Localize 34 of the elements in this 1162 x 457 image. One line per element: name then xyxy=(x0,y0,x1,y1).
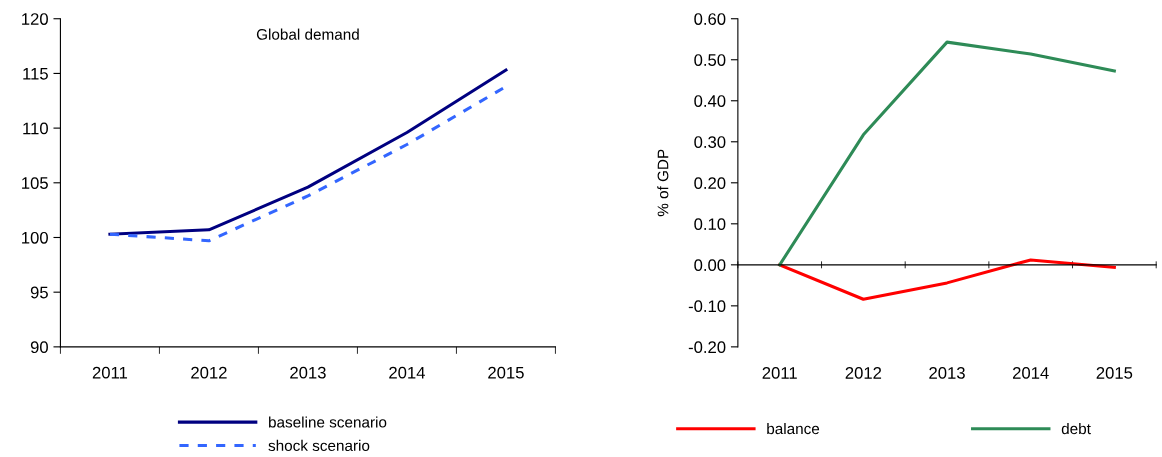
y-tick-label: 0.00 xyxy=(694,259,726,272)
y-tick-label: 100 xyxy=(22,231,48,244)
legend-label: debt xyxy=(1061,422,1091,435)
y-tick-label: 120 xyxy=(22,13,48,25)
y-tick-label: 0.40 xyxy=(694,95,726,107)
x-tick-label: 2015 xyxy=(488,366,524,379)
y-tick-label: 0.50 xyxy=(694,54,726,66)
y-tick-label: 0.20 xyxy=(694,177,726,189)
x-tick-label: 2013 xyxy=(929,366,965,379)
y-tick-label: 115 xyxy=(23,68,48,80)
y-tick-label: 110 xyxy=(23,122,48,135)
x-tick-label: 2014 xyxy=(389,366,425,379)
y-axis-title: % of GDP xyxy=(657,149,669,217)
y-tick-label: -0.10 xyxy=(688,300,726,313)
y-tick-label: -0.20 xyxy=(688,341,726,354)
x-tick-label: 2013 xyxy=(290,366,326,379)
y-tick-label: 0.60 xyxy=(694,13,726,25)
x-tick-label: 2015 xyxy=(1096,366,1133,379)
y-tick-label: 105 xyxy=(22,177,48,189)
x-tick-label: 2011 xyxy=(762,366,797,379)
x-tick-label: 2011 xyxy=(92,366,128,379)
text: Global demand xyxy=(256,28,359,40)
legend-label: balance xyxy=(767,422,820,435)
x-tick-label: 2014 xyxy=(1013,366,1049,379)
legend-label: shock scenario xyxy=(268,439,370,452)
legend-label: baseline scenario xyxy=(269,416,387,428)
y-tick-label: 0.10 xyxy=(694,218,726,231)
x-tick-label: 2012 xyxy=(845,366,882,379)
x-tick-label: 2012 xyxy=(191,366,227,379)
line-series xyxy=(778,258,1116,301)
y-tick-label: 90 xyxy=(30,341,48,354)
line-series xyxy=(778,40,1116,267)
y-tick-label: 0.30 xyxy=(694,136,726,148)
y-tick-label: 95 xyxy=(30,286,48,299)
